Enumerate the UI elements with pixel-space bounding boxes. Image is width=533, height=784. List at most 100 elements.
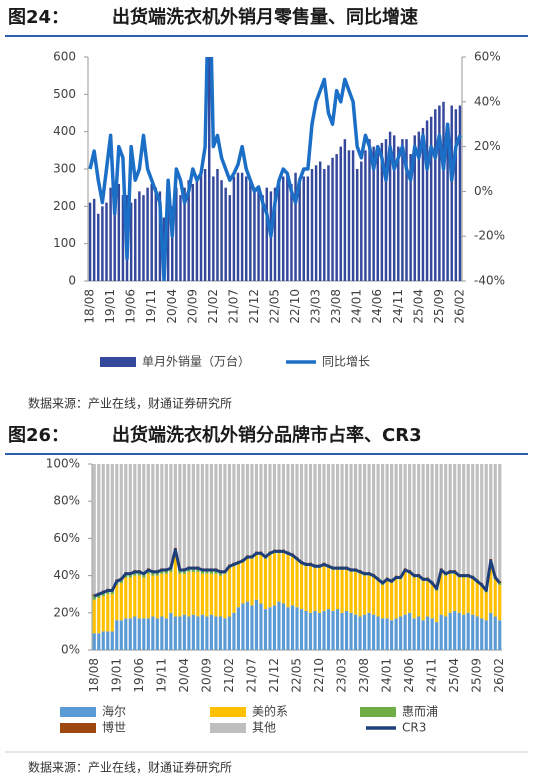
bar-segment bbox=[151, 464, 155, 571]
bar-segment bbox=[250, 605, 254, 650]
bar-segment bbox=[119, 464, 123, 578]
bar-segment bbox=[137, 618, 141, 650]
legend-label: CR3 bbox=[402, 721, 426, 735]
x-tick-label: 20/04 bbox=[165, 289, 179, 324]
bar-segment bbox=[223, 464, 227, 571]
bar-segment bbox=[164, 570, 168, 574]
bar-segment bbox=[417, 616, 421, 650]
legend-label: 博世 bbox=[102, 720, 126, 735]
bar-segment bbox=[169, 568, 173, 572]
bar-segment bbox=[299, 564, 304, 610]
bar-segment bbox=[304, 610, 308, 650]
bar-segment bbox=[344, 464, 349, 567]
bar bbox=[384, 139, 388, 281]
bar-segment bbox=[101, 592, 105, 597]
legend: 单月外销量（万台） 同比增长 bbox=[100, 354, 370, 369]
bar-segment bbox=[146, 464, 150, 569]
bar bbox=[277, 180, 281, 281]
bar-segment bbox=[448, 464, 452, 571]
bar-segment bbox=[236, 464, 241, 561]
bar-segment bbox=[457, 577, 461, 613]
bar-segment bbox=[304, 464, 308, 563]
bar-segment bbox=[390, 464, 394, 580]
bar bbox=[101, 206, 104, 281]
bar-segment bbox=[191, 464, 195, 567]
bar-segment bbox=[430, 618, 434, 650]
bar-segment bbox=[259, 555, 263, 604]
figure-label: 图26： bbox=[8, 425, 69, 446]
x-tick-label: 22/10 bbox=[312, 658, 326, 693]
bar-segment bbox=[272, 605, 277, 650]
bar-segment bbox=[304, 566, 308, 611]
bar bbox=[113, 210, 116, 281]
bar-segment bbox=[295, 607, 299, 650]
line bbox=[88, 57, 462, 281]
x-tick-label: 19/11 bbox=[154, 658, 168, 693]
bar-segment bbox=[484, 464, 488, 589]
bar-segment bbox=[178, 616, 182, 650]
bar-segment bbox=[399, 579, 403, 617]
bar-segment bbox=[169, 612, 173, 650]
y2-tick-label: -20% bbox=[474, 229, 505, 243]
bar-segment bbox=[417, 464, 421, 574]
bar-segment bbox=[426, 581, 430, 617]
bar-segment bbox=[155, 571, 159, 576]
bar-segment bbox=[471, 464, 475, 576]
bar-segment bbox=[466, 464, 470, 574]
bar-segment bbox=[92, 599, 96, 634]
bar-segment bbox=[223, 573, 227, 619]
bar-segment bbox=[124, 464, 128, 572]
bar bbox=[438, 105, 441, 281]
bar-segment bbox=[394, 618, 398, 650]
bar-segment bbox=[169, 464, 173, 567]
bar-segment bbox=[412, 577, 416, 619]
x-tick-label: 24/06 bbox=[370, 289, 384, 324]
bar-segment bbox=[335, 609, 340, 650]
x-tick-label: 22/10 bbox=[288, 289, 302, 324]
bar bbox=[191, 183, 195, 281]
bar-segment bbox=[448, 573, 452, 613]
bar bbox=[220, 180, 223, 281]
bar-segment bbox=[182, 573, 186, 615]
bar bbox=[138, 191, 141, 281]
bar-segment bbox=[358, 573, 362, 617]
bar-segment bbox=[214, 570, 218, 574]
y2-tick-label: 0% bbox=[474, 184, 493, 198]
bar-segment bbox=[146, 573, 150, 619]
legend-label: 海尔 bbox=[102, 704, 126, 719]
bar-segment bbox=[358, 616, 362, 650]
bar bbox=[183, 187, 186, 281]
bar bbox=[409, 154, 412, 281]
bar-segment bbox=[281, 464, 286, 550]
bar bbox=[364, 150, 367, 281]
bar-segment bbox=[160, 570, 164, 574]
bar-segment bbox=[155, 618, 159, 650]
bar-segment bbox=[160, 464, 164, 569]
bar-segment bbox=[475, 616, 479, 650]
x-tick-label: 25/04 bbox=[447, 658, 461, 693]
legend-swatch bbox=[100, 357, 136, 367]
bar-segment bbox=[178, 464, 182, 569]
bar bbox=[310, 169, 314, 281]
bar-segment bbox=[196, 464, 200, 567]
bar-segment bbox=[191, 614, 195, 650]
bar-segment bbox=[268, 607, 272, 650]
bar-segment bbox=[408, 612, 412, 650]
bar-segment bbox=[426, 464, 430, 578]
bar-segment bbox=[272, 464, 277, 550]
bar-segment bbox=[241, 603, 245, 650]
bar-segment bbox=[236, 564, 241, 608]
bar-segment bbox=[232, 464, 236, 563]
x-tick-label: 24/11 bbox=[391, 289, 405, 324]
bar-segment bbox=[399, 616, 403, 650]
bar-segment bbox=[254, 464, 259, 552]
bar-segment bbox=[457, 464, 461, 574]
bar-segment bbox=[480, 618, 484, 650]
bar-segment bbox=[182, 614, 186, 650]
bar bbox=[392, 135, 396, 281]
bar-segment bbox=[344, 610, 349, 650]
bar-segment bbox=[133, 571, 137, 576]
x-tick-label: 19/06 bbox=[124, 289, 138, 324]
bar bbox=[257, 187, 260, 281]
bar-segment bbox=[498, 620, 502, 650]
